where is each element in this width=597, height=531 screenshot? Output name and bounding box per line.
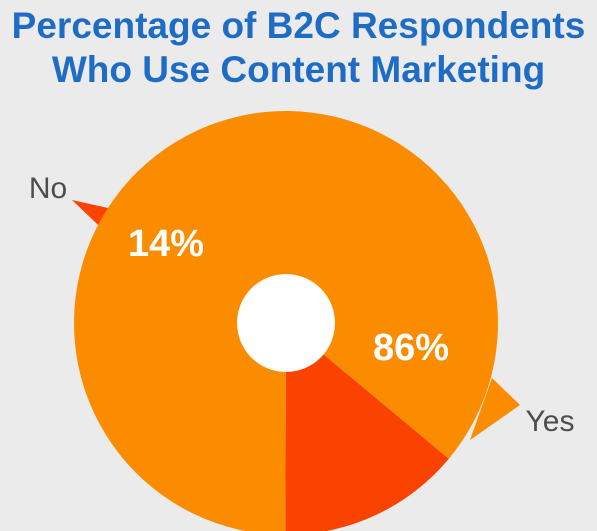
labels-layer: 14% No 86% Yes bbox=[29, 172, 575, 438]
chart-title-line-1: Percentage of B2C Respondents bbox=[11, 5, 586, 46]
category-label-no: No bbox=[29, 172, 67, 205]
slices-layer bbox=[72, 111, 520, 531]
callout-yes bbox=[470, 378, 520, 440]
slice-no bbox=[285, 323, 449, 531]
value-label-no: 14% bbox=[128, 223, 204, 265]
value-label-yes: 86% bbox=[373, 327, 449, 369]
donut-hole bbox=[237, 274, 335, 372]
chart-title-line-2: Who Use Content Marketing bbox=[51, 49, 546, 90]
chart-title: Percentage of B2C Respondents Who Use Co… bbox=[0, 4, 597, 92]
category-label-yes: Yes bbox=[526, 405, 575, 438]
